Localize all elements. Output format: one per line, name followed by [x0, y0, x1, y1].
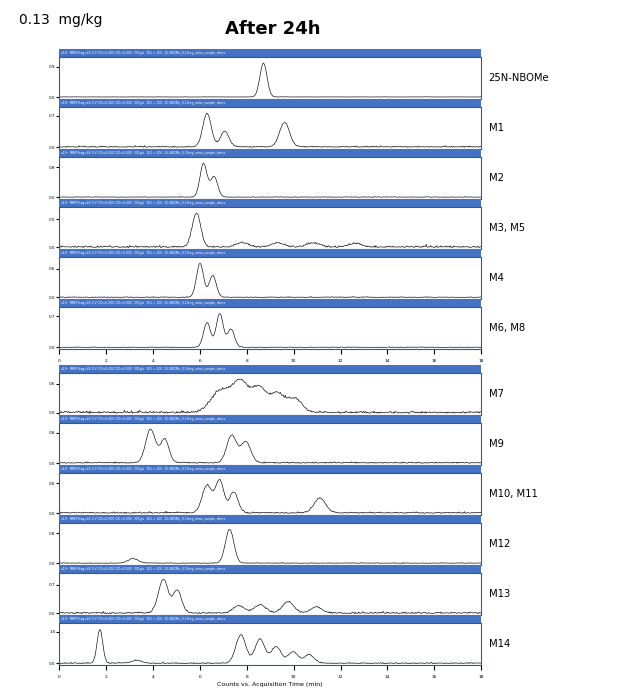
Text: M13: M13: [489, 589, 510, 599]
Text: M6, M8: M6, M8: [489, 324, 525, 333]
Text: M10, M11: M10, M11: [489, 489, 538, 499]
Text: After 24h: After 24h: [225, 20, 321, 38]
Text: x10²  MRM Frag=45.0 V CID=0.000 CID=0.000  305g/s  301 = 100  25-NBOMe_0.13mg_ur: x10² MRM Frag=45.0 V CID=0.000 CID=0.000…: [61, 51, 225, 55]
Text: M4: M4: [489, 273, 504, 283]
X-axis label: Counts vs. Acquisition Time (min): Counts vs. Acquisition Time (min): [217, 682, 323, 687]
Text: x10²  MRM Frag=45.0 V CID=0.000 CID=0.000  305g/s  301 = 100  25-NBOMe_0.13mg_ur: x10² MRM Frag=45.0 V CID=0.000 CID=0.000…: [61, 517, 225, 521]
Text: x10²  MRM Frag=45.0 V CID=0.000 CID=0.000  305g/s  301 = 100  25-NBOMe_0.13mg_ur: x10² MRM Frag=45.0 V CID=0.000 CID=0.000…: [61, 367, 225, 371]
Text: M2: M2: [489, 173, 504, 183]
Text: M3, M5: M3, M5: [489, 223, 525, 233]
Text: M1: M1: [489, 123, 504, 133]
Text: M7: M7: [489, 389, 504, 399]
Text: M9: M9: [489, 439, 504, 449]
Text: x10²  MRM Frag=45.0 V CID=0.000 CID=0.000  305g/s  301 = 100  25-NBOMe_0.13mg_ur: x10² MRM Frag=45.0 V CID=0.000 CID=0.000…: [61, 151, 225, 155]
Text: x10²  MRM Frag=45.0 V CID=0.000 CID=0.000  305g/s  301 = 100  25-NBOMe_0.13mg_ur: x10² MRM Frag=45.0 V CID=0.000 CID=0.000…: [61, 201, 225, 206]
Text: M14: M14: [489, 640, 510, 649]
Text: x10²  MRM Frag=45.0 V CID=0.000 CID=0.000  305g/s  301 = 100  25-NBOMe_0.13mg_ur: x10² MRM Frag=45.0 V CID=0.000 CID=0.000…: [61, 252, 225, 255]
Text: 25N-NBOMe: 25N-NBOMe: [489, 73, 550, 83]
Text: x10²  MRM Frag=45.0 V CID=0.000 CID=0.000  305g/s  301 = 100  25-NBOMe_0.13mg_ur: x10² MRM Frag=45.0 V CID=0.000 CID=0.000…: [61, 617, 225, 621]
Text: 0.13  mg/kg: 0.13 mg/kg: [19, 13, 102, 27]
Text: x10²  MRM Frag=45.0 V CID=0.000 CID=0.000  305g/s  301 = 100  25-NBOMe_0.13mg_ur: x10² MRM Frag=45.0 V CID=0.000 CID=0.000…: [61, 301, 225, 305]
Text: M12: M12: [489, 539, 510, 549]
Text: x10²  MRM Frag=45.0 V CID=0.000 CID=0.000  305g/s  301 = 100  25-NBOMe_0.13mg_ur: x10² MRM Frag=45.0 V CID=0.000 CID=0.000…: [61, 568, 225, 571]
Text: x10²  MRM Frag=45.0 V CID=0.000 CID=0.000  305g/s  301 = 100  25-NBOMe_0.13mg_ur: x10² MRM Frag=45.0 V CID=0.000 CID=0.000…: [61, 101, 225, 105]
Text: x10²  MRM Frag=45.0 V CID=0.000 CID=0.000  305g/s  301 = 100  25-NBOMe_0.13mg_ur: x10² MRM Frag=45.0 V CID=0.000 CID=0.000…: [61, 417, 225, 421]
Text: x10²  MRM Frag=45.0 V CID=0.000 CID=0.000  305g/s  301 = 100  25-NBOMe_0.13mg_ur: x10² MRM Frag=45.0 V CID=0.000 CID=0.000…: [61, 467, 225, 471]
